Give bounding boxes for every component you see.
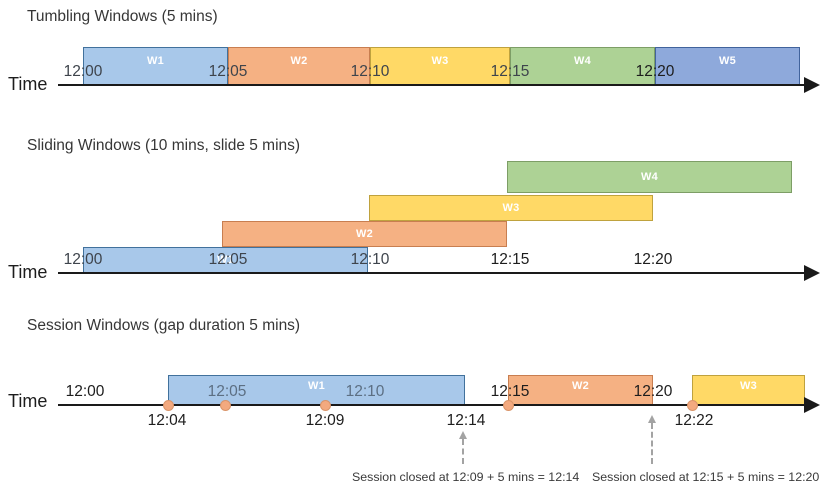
session-tick-12-20: 12:20 <box>633 383 673 400</box>
session-axis <box>58 404 810 406</box>
session-window-w1: W1 <box>168 375 465 405</box>
tumbling-axis-arrow-icon <box>804 77 820 93</box>
event-dot-12-22 <box>687 400 698 411</box>
tumbling-tick-12-15: 12:15 <box>490 63 530 80</box>
tumbling-title: Tumbling Windows (5 mins) <box>27 8 218 25</box>
event-label-12-09: 12:09 <box>305 412 345 429</box>
tumbling-section: Tumbling Windows (5 mins) Time W1 W2 W3 … <box>0 0 829 120</box>
session-title: Session Windows (gap duration 5 mins) <box>27 317 301 334</box>
tumbling-window-w3: W3 <box>370 47 510 85</box>
window-label: W1 <box>146 55 165 67</box>
sliding-tick-12-00: 12:00 <box>63 251 103 268</box>
window-label: W2 <box>355 228 374 240</box>
sliding-axis-arrow-icon <box>804 265 820 281</box>
sliding-tick-12-20: 12:20 <box>633 251 673 268</box>
session-annotation-2: Session closed at 12:15 + 5 mins = 12:20 <box>592 470 820 484</box>
session-section: Session Windows (gap duration 5 mins) Ti… <box>0 290 829 498</box>
sliding-tick-12-10: 12:10 <box>350 251 390 268</box>
sliding-title: Sliding Windows (10 mins, slide 5 mins) <box>27 137 301 154</box>
sliding-time-label: Time <box>8 262 48 282</box>
tumbling-axis <box>58 84 810 86</box>
sliding-axis <box>58 272 810 274</box>
event-label-12-22: 12:22 <box>674 412 714 429</box>
tumbling-time-label: Time <box>8 74 48 94</box>
session-tick-12-15: 12:15 <box>490 383 530 400</box>
session-close-arrow-icon <box>648 415 656 464</box>
event-label-12-04: 12:04 <box>147 412 187 429</box>
session-window-w3: W3 <box>692 375 805 405</box>
session-close-arrow-icon <box>459 431 467 464</box>
window-label: W2 <box>571 380 590 392</box>
window-label: W5 <box>718 55 737 67</box>
event-dot <box>220 400 231 411</box>
window-label: W3 <box>739 380 758 392</box>
session-window-w2: W2 <box>508 375 653 405</box>
tumbling-window-w5: W5 <box>655 47 800 85</box>
sliding-tick-12-05: 12:05 <box>208 251 248 268</box>
session-time-label: Time <box>8 391 48 411</box>
tumbling-window-w1: W1 <box>83 47 228 85</box>
session-axis-arrow-icon <box>804 397 820 413</box>
session-tick-12-10: 12:10 <box>345 383 385 400</box>
window-label: W2 <box>290 55 308 67</box>
event-dot-12-15 <box>503 400 514 411</box>
sliding-window-w3: W3 <box>369 195 653 221</box>
session-tick-12-05: 12:05 <box>207 383 247 400</box>
sliding-section: Sliding Windows (10 mins, slide 5 mins) … <box>0 120 829 290</box>
window-label: W4 <box>640 171 659 183</box>
session-tick-12-00: 12:00 <box>65 383 105 400</box>
tumbling-tick-12-05: 12:05 <box>208 63 248 80</box>
tumbling-tick-12-10: 12:10 <box>350 63 390 80</box>
window-label: W1 <box>216 254 235 266</box>
tumbling-tick-12-00: 12:00 <box>63 63 103 80</box>
window-label: W3 <box>431 55 449 67</box>
event-dot-12-04 <box>163 400 174 411</box>
tumbling-tick-12-20: 12:20 <box>635 63 675 80</box>
sliding-window-w4: W4 <box>507 161 792 193</box>
session-annotation-1: Session closed at 12:09 + 5 mins = 12:14 <box>352 470 580 484</box>
sliding-window-w1: W1 <box>83 247 368 273</box>
sliding-tick-12-15: 12:15 <box>490 251 530 268</box>
sliding-window-w2: W2 <box>222 221 507 247</box>
window-label: W1 <box>307 380 326 392</box>
event-dot-12-09 <box>320 400 331 411</box>
window-label: W4 <box>573 55 592 67</box>
window-label: W3 <box>502 202 520 214</box>
event-label-12-14: 12:14 <box>446 412 486 429</box>
